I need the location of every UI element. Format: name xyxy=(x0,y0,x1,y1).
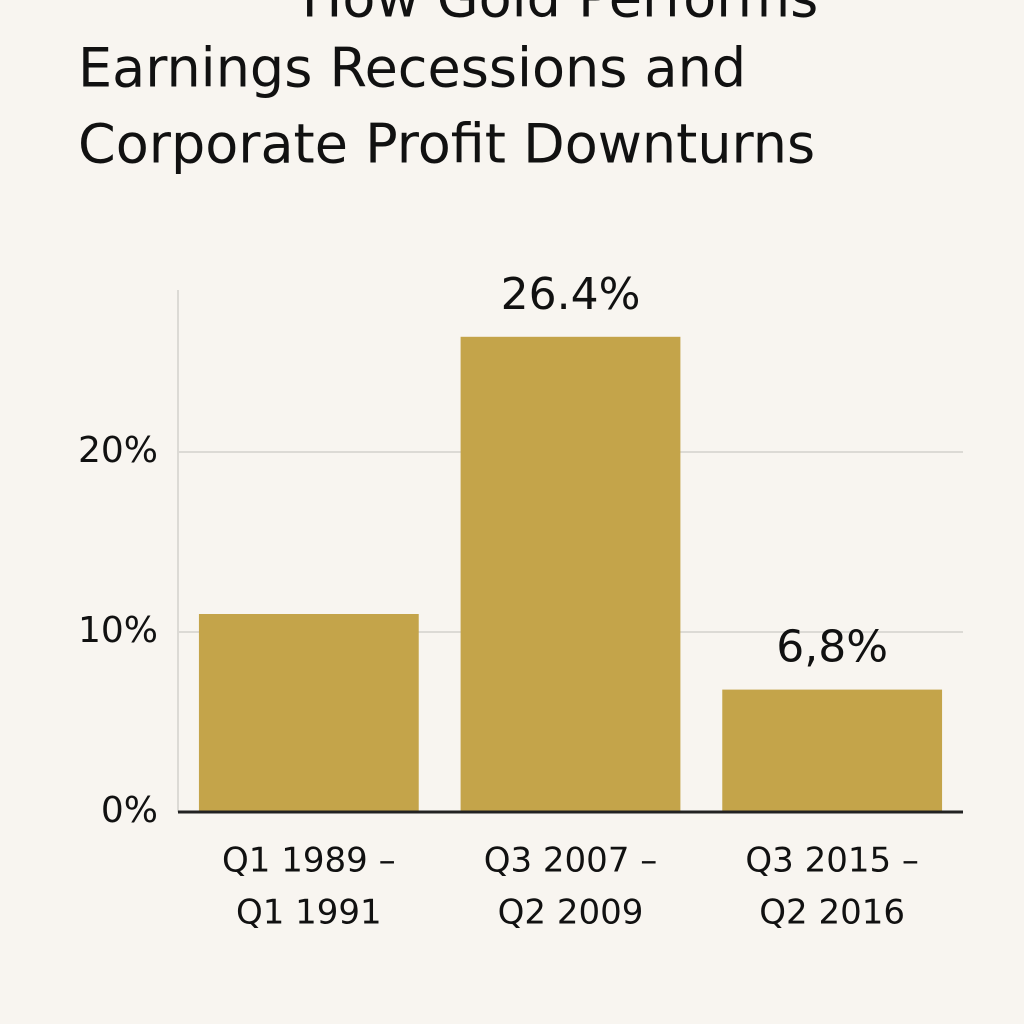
chart-title: Corporate Profit Downturns xyxy=(78,113,815,176)
x-tick-label: Q1 1989 – xyxy=(222,841,396,881)
bar xyxy=(722,689,943,812)
x-tick-label: Q2 2009 xyxy=(498,893,644,933)
y-tick-label: 10% xyxy=(78,610,158,651)
x-tick-label: Q3 2015 – xyxy=(745,841,919,881)
y-tick-label: 20% xyxy=(78,430,158,471)
y-tick-label: 0% xyxy=(101,790,158,831)
x-tick-label: Q3 2007 – xyxy=(484,841,658,881)
chart-title: Earnings Recessions and xyxy=(78,37,746,100)
x-tick-label: Q1 1991 xyxy=(236,893,382,933)
value-label: 6,8% xyxy=(776,622,888,673)
value-label: 26.4% xyxy=(501,269,641,320)
x-tick-label: Q2 2016 xyxy=(759,893,905,933)
bar xyxy=(460,336,681,812)
bar xyxy=(198,614,419,812)
chart-title: How Gold Performs xyxy=(302,0,818,30)
